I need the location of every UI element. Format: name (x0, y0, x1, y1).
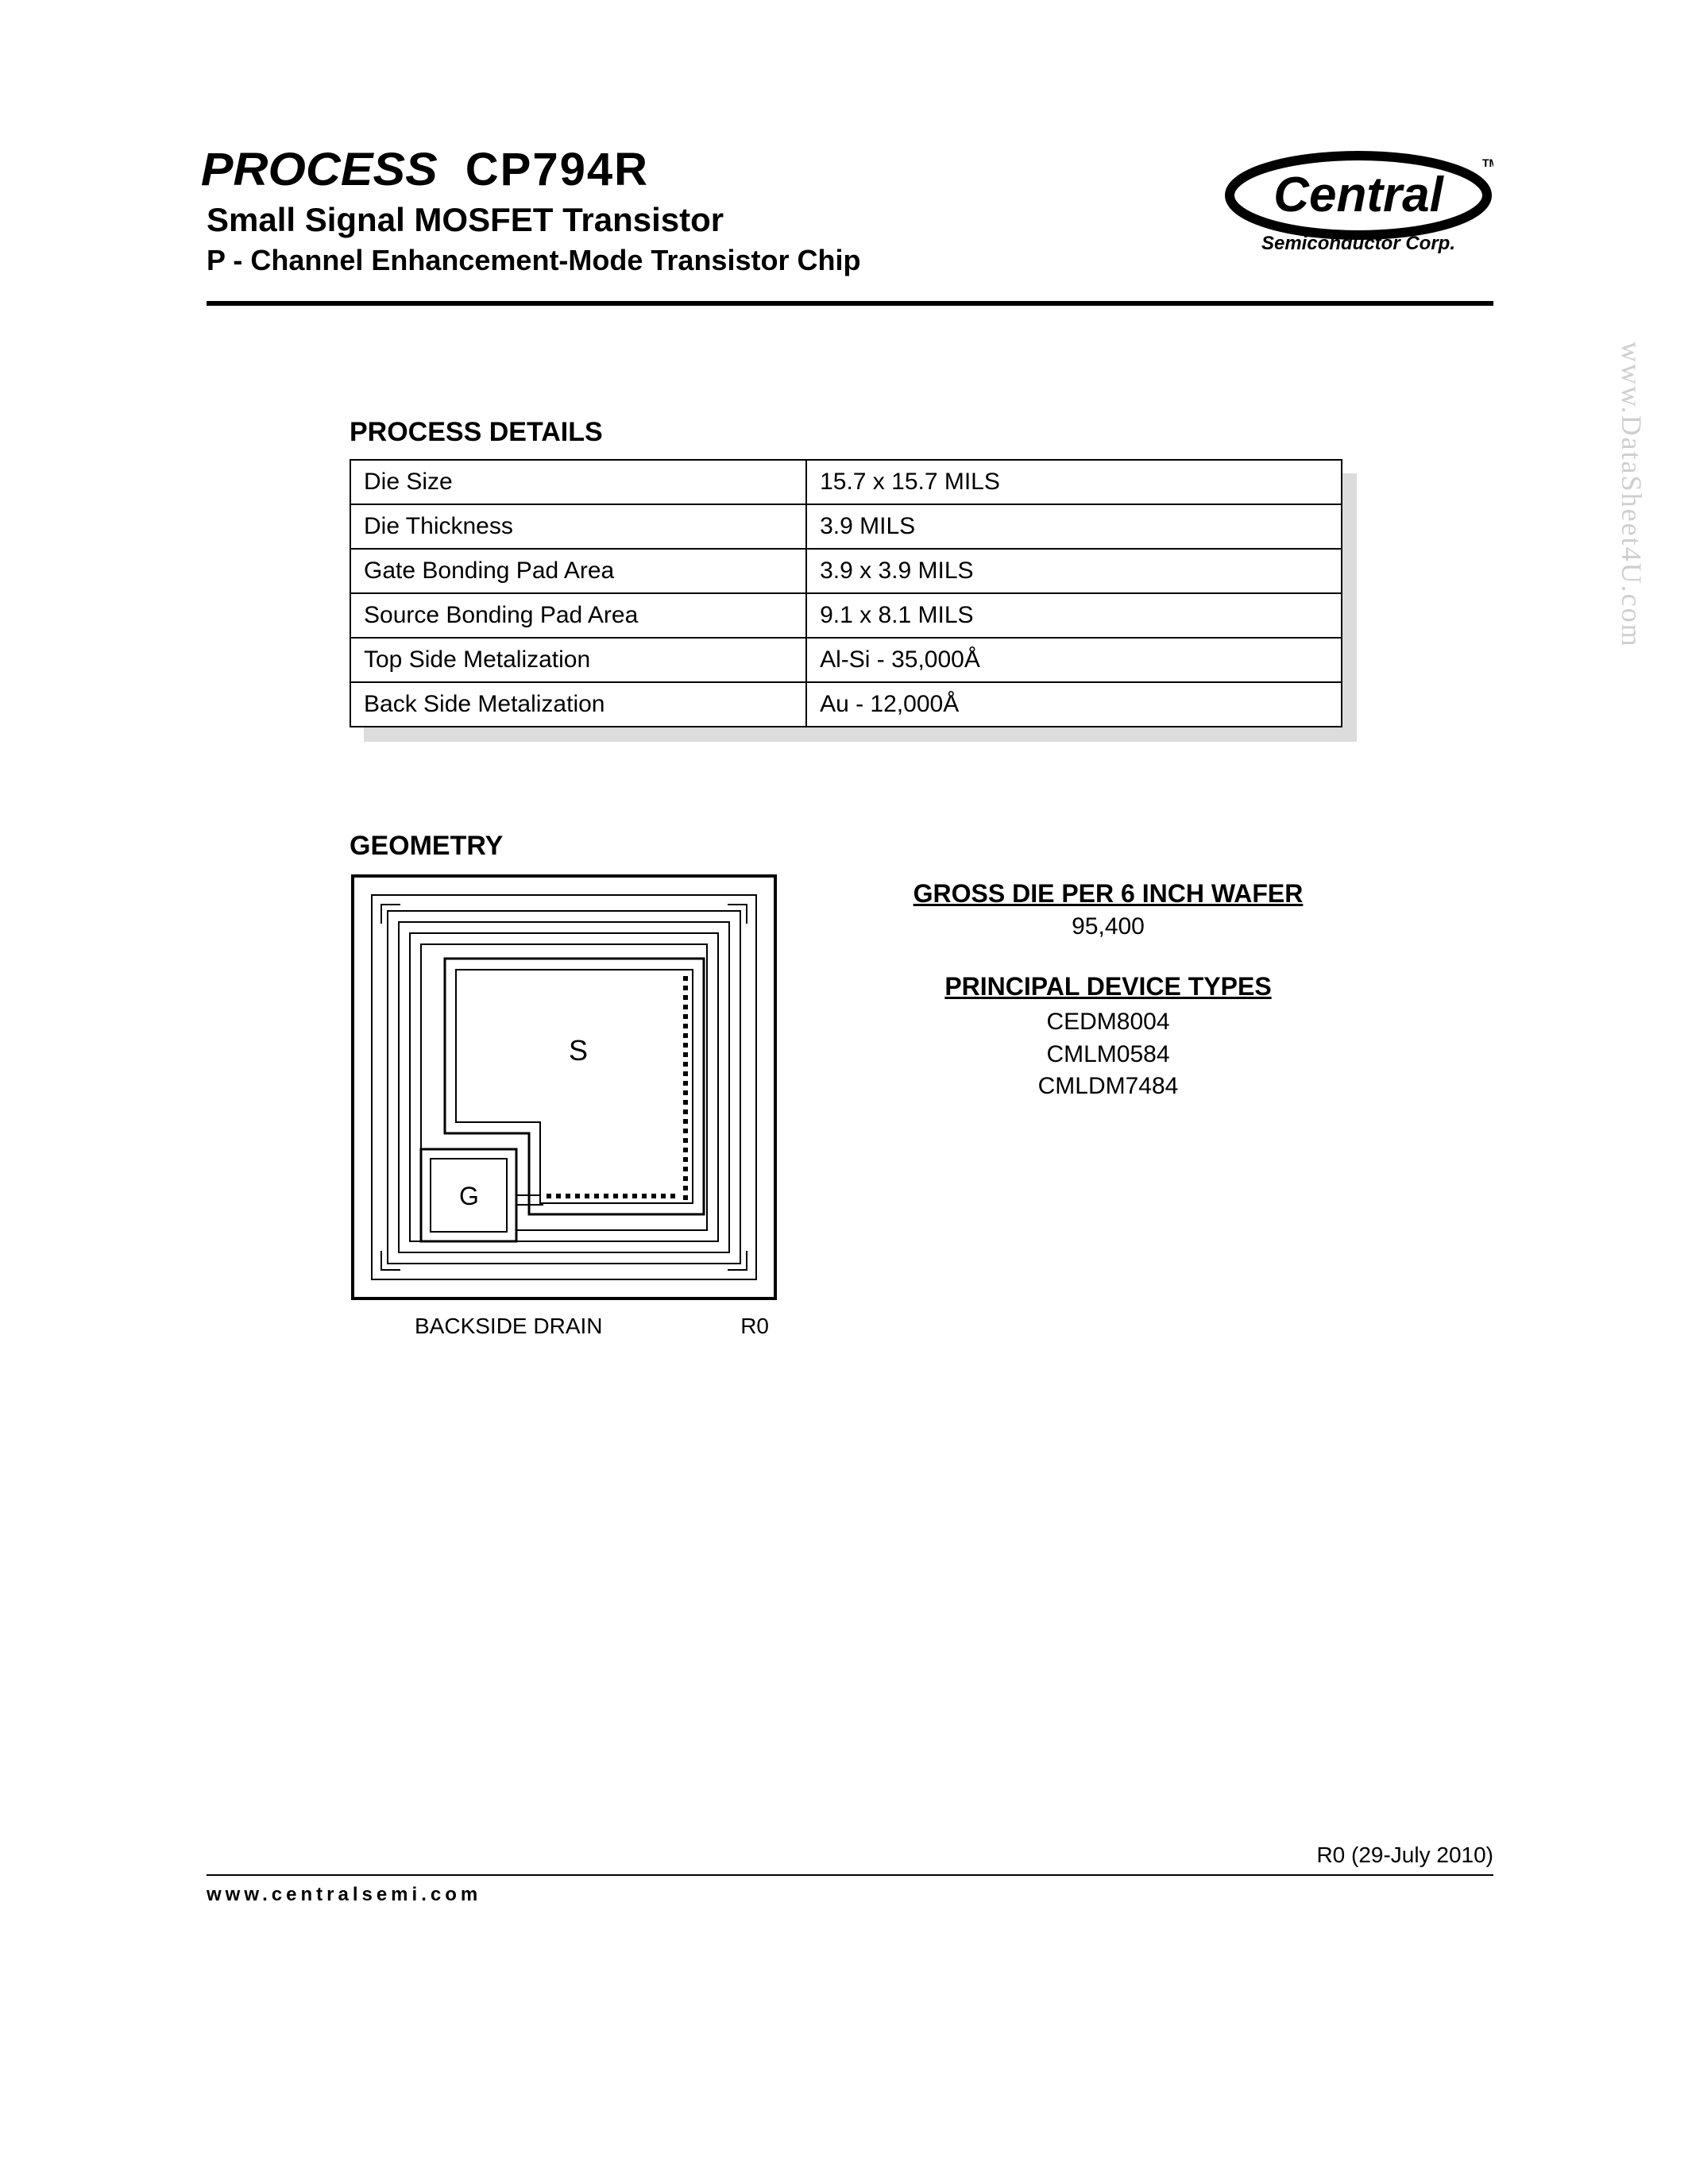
cell-value: Au - 12,000Å (806, 682, 1342, 727)
header: PROCESS CP794R Small Signal MOSFET Trans… (207, 143, 1493, 277)
table-container: Die Size 15.7 x 15.7 MILS Die Thickness … (350, 459, 1342, 727)
logo-main-text: Central (1273, 168, 1444, 222)
caption-backside-drain: BACKSIDE DRAIN (415, 1314, 603, 1339)
part-number: CP794R (465, 144, 649, 195)
cell-value: 9.1 x 8.1 MILS (806, 593, 1342, 638)
subtitle-primary: Small Signal MOSFET Transistor (207, 201, 1223, 239)
gross-die-title: GROSS DIE PER 6 INCH WAFER (834, 879, 1382, 909)
cell-label: Die Thickness (350, 504, 806, 549)
footer-rule (207, 1874, 1493, 1876)
device-types-title: PRINCIPAL DEVICE TYPES (834, 972, 1382, 1001)
process-details-title: PROCESS DETAILS (350, 417, 1342, 448)
watermark-text: www.DataSheet4U.com (1615, 341, 1648, 648)
table-row: Back Side Metalization Au - 12,000Å (350, 682, 1342, 727)
geometry-title: GEOMETRY (350, 831, 1382, 862)
process-details-table: Die Size 15.7 x 15.7 MILS Die Thickness … (350, 459, 1342, 727)
cell-value: 15.7 x 15.7 MILS (806, 460, 1342, 504)
cell-label: Back Side Metalization (350, 682, 806, 727)
table-row: Gate Bonding Pad Area 3.9 x 3.9 MILS (350, 549, 1342, 593)
table-row: Source Bonding Pad Area 9.1 x 8.1 MILS (350, 593, 1342, 638)
cell-label: Die Size (350, 460, 806, 504)
geometry-info: GROSS DIE PER 6 INCH WAFER 95,400 PRINCI… (834, 873, 1382, 1103)
subtitle-secondary: P - Channel Enhancement-Mode Transistor … (207, 244, 1223, 277)
device-type-item: CEDM8004 (834, 1006, 1382, 1039)
diagram-caption: BACKSIDE DRAIN R0 (350, 1314, 778, 1339)
die-geometry-diagram: S G (350, 873, 778, 1302)
cell-label: Gate Bonding Pad Area (350, 549, 806, 593)
caption-revision: R0 (740, 1314, 769, 1339)
geometry-row: S G BACKSIDE DRAIN R0 GROSS DIE PER 6 IN… (350, 873, 1382, 1339)
device-type-item: CMLDM7484 (834, 1071, 1382, 1103)
source-label: S (569, 1034, 588, 1067)
title-line: PROCESS CP794R (207, 143, 1223, 196)
process-details-section: PROCESS DETAILS Die Size 15.7 x 15.7 MIL… (350, 417, 1342, 727)
gate-label: G (459, 1182, 479, 1210)
cell-label: Top Side Metalization (350, 638, 806, 682)
table-row: Top Side Metalization Al-Si - 35,000Å (350, 638, 1342, 682)
cell-value: 3.9 x 3.9 MILS (806, 549, 1342, 593)
cell-value: 3.9 MILS (806, 504, 1342, 549)
revision-text: R0 (29-July 2010) (207, 1843, 1493, 1868)
header-left: PROCESS CP794R Small Signal MOSFET Trans… (207, 143, 1223, 277)
table-row: Die Thickness 3.9 MILS (350, 504, 1342, 549)
cell-label: Source Bonding Pad Area (350, 593, 806, 638)
gross-die-value: 95,400 (834, 913, 1382, 940)
device-type-item: CMLM0584 (834, 1039, 1382, 1071)
header-rule (207, 301, 1493, 306)
central-logo-icon: Central TM Semiconductor Corp. (1223, 146, 1493, 265)
table-row: Die Size 15.7 x 15.7 MILS (350, 460, 1342, 504)
footer: R0 (29-July 2010) www.centralsemi.com (207, 1843, 1493, 1906)
geometry-diagram-container: S G BACKSIDE DRAIN R0 (350, 873, 778, 1339)
footer-url: www.centralsemi.com (207, 1884, 1493, 1906)
cell-value: Al-Si - 35,000Å (806, 638, 1342, 682)
logo-sub-text: Semiconductor Corp. (1261, 233, 1455, 254)
device-types-list: CEDM8004 CMLM0584 CMLDM7484 (834, 1006, 1382, 1103)
logo-tm: TM (1482, 156, 1493, 169)
geometry-section: GEOMETRY (350, 831, 1382, 1339)
process-label: PROCESS (201, 143, 438, 196)
company-logo: Central TM Semiconductor Corp. (1223, 146, 1493, 269)
